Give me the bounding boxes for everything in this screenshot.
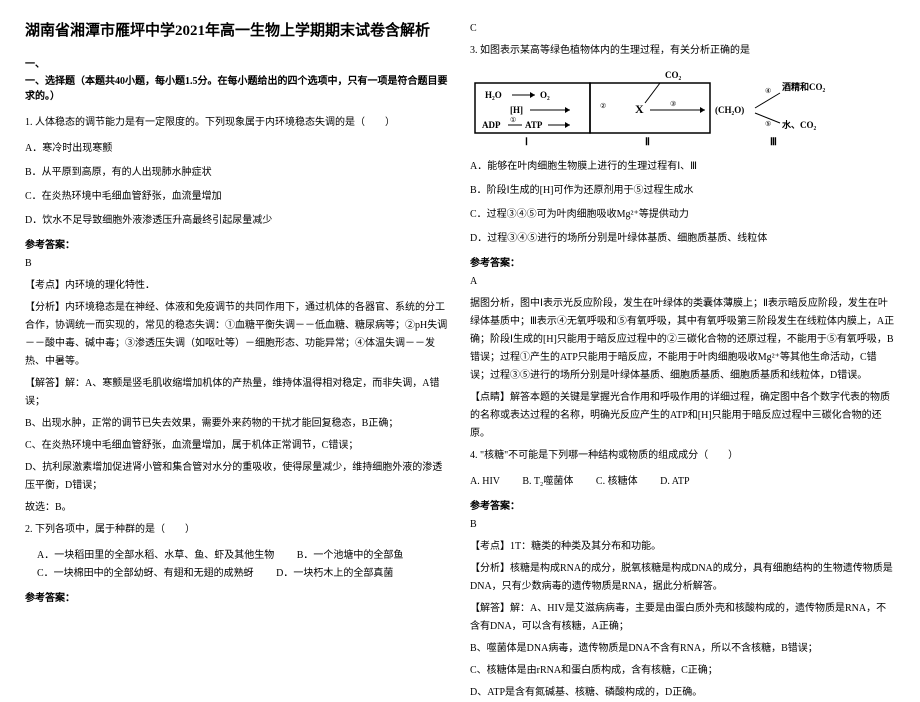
q4-stem: 4. "核糖"不可能是下列哪一种结构或物质的组成成分（ ） bbox=[470, 447, 895, 465]
q4-analysis-2: 【分析】核糖是构成RNA的成分，脱氧核糖是构成DNA的成分，具有细胞结构的生物遗… bbox=[470, 560, 895, 596]
q4-ref-label: 参考答案： bbox=[470, 497, 895, 512]
q4-option-a: A. HIV bbox=[470, 476, 500, 487]
q1-analysis-5: C、在炎热环境中毛细血管舒张，血流量增加，属于机体正常调节，C错误； bbox=[25, 437, 450, 455]
arrowhead-1 bbox=[530, 92, 535, 98]
q2-options-row2: C．一块棉田中的全部幼蚜、有翅和无翅的成熟蚜 D．一块朽木上的全部真菌 bbox=[37, 565, 450, 583]
q2-option-c: C．一块棉田中的全部幼蚜、有翅和无翅的成熟蚜 bbox=[37, 568, 254, 579]
q2-answer: C bbox=[470, 20, 895, 38]
q4-analysis-1: 【考点】1T：糖类的种类及其分布和功能。 bbox=[470, 538, 895, 556]
q1-option-b: B．从平原到高原，有的人出现肺水肿症状 bbox=[25, 164, 450, 182]
q1-analysis-4: B、出现水肿，正常的调节已失去效果，需要外来药物的干扰才能回复稳态，B正确； bbox=[25, 415, 450, 433]
q4-options: A. HIV B. T₂噬菌体 C. 核糖体 D. ATP bbox=[470, 473, 895, 491]
atp-text: ATP bbox=[525, 120, 543, 130]
q1-analysis-6: D、抗利尿激素增加促进肾小管和集合管对水分的重吸收，使得尿量减少，维持细胞外液的… bbox=[25, 459, 450, 495]
q4-analysis-6: D、ATP是含有氮碱基、核糖、磷酸构成的，D正确。 bbox=[470, 684, 895, 702]
water-co2-text: 水、CO₂ bbox=[782, 119, 817, 130]
q3-answer: A bbox=[470, 273, 895, 291]
q2-ref-label: 参考答案： bbox=[25, 589, 450, 604]
q3-option-c: C．过程③④⑤可为叶肉细胞吸收Mg²⁺等提供动力 bbox=[470, 206, 895, 224]
box-2 bbox=[590, 83, 710, 133]
circle-3: ③ bbox=[670, 100, 676, 108]
q1-ref-label: 参考答案： bbox=[25, 236, 450, 251]
q4-option-b: B. T₂噬菌体 bbox=[522, 476, 573, 487]
q3-analysis-2: 【点睛】解答本题的关键是掌握光合作用和呼吸作用的详细过程，确定图中各个数字代表的… bbox=[470, 389, 895, 443]
q3-ref-label: 参考答案： bbox=[470, 254, 895, 269]
q1-stem: 1. 人体稳态的调节能力是有一定限度的。下列现象属于内环境稳态失调的是（ ） bbox=[25, 114, 450, 132]
q1-option-a: A．寒冷时出现寒颤 bbox=[25, 140, 450, 158]
q4-analysis-5: C、核糖体是由rRNA和蛋白质构成，含有核糖，C正确； bbox=[470, 662, 895, 680]
q3-option-a: A．能够在叶肉细胞生物膜上进行的生理过程有Ⅰ、Ⅲ bbox=[470, 158, 895, 176]
q3-option-b: B．阶段Ⅰ生成的[H]可作为还原剂用于⑤过程生成水 bbox=[470, 182, 895, 200]
q4-option-c: C. 核糖体 bbox=[596, 476, 638, 487]
arrowhead-3 bbox=[565, 122, 570, 128]
label-III: Ⅲ bbox=[770, 137, 777, 148]
q1-analysis-7: 故选：B。 bbox=[25, 499, 450, 517]
right-column: C 3. 如图表示某高等绿色植物体内的生理过程，有关分析正确的是 H₂O O₂ … bbox=[460, 20, 905, 631]
q1-analysis-1: 【考点】内环境的理化特性． bbox=[25, 277, 450, 295]
q3-option-d: D．过程③④⑤进行的场所分别是叶绿体基质、细胞质基质、线粒体 bbox=[470, 230, 895, 248]
x-text: X bbox=[635, 102, 644, 116]
q4-answer: B bbox=[470, 516, 895, 534]
q4-analysis-4: B、噬菌体是DNA病毒，遗传物质是DNA不含有RNA，所以不含核糖，B错误； bbox=[470, 640, 895, 658]
circle-2: ② bbox=[600, 102, 606, 110]
arrowhead-4 bbox=[700, 107, 705, 113]
q1-option-d: D．饮水不足导致细胞外液渗透压升高最终引起尿量减少 bbox=[25, 212, 450, 230]
circle-5: ⑤ bbox=[765, 120, 771, 128]
co2-text: CO₂ bbox=[665, 70, 682, 80]
q2-option-a: A．一块稻田里的全部水稻、水草、鱼、虾及其他生物 bbox=[37, 550, 274, 561]
adp-atp-text: ADP bbox=[482, 120, 501, 130]
h2o-o2-text: H₂O bbox=[485, 90, 502, 100]
q3-diagram: H₂O O₂ [H] ADP ATP ① X CO₂ ② ③ (CH₂O) ④ … bbox=[470, 68, 850, 148]
q1-analysis-2: 【分析】内环境稳态是在神经、体液和免疫调节的共同作用下，通过机体的各器官、系统的… bbox=[25, 299, 450, 371]
arrow-co2-up bbox=[645, 83, 660, 103]
label-I: Ⅰ bbox=[525, 137, 528, 148]
circle-1: ① bbox=[510, 116, 516, 124]
q2-options-row1: A．一块稻田里的全部水稻、水草、鱼、虾及其他生物 B．一个池塘中的全部鱼 bbox=[37, 547, 450, 565]
q1-answer: B bbox=[25, 255, 450, 273]
o2-text: O₂ bbox=[540, 90, 550, 100]
ch2o-text: (CH₂O) bbox=[715, 105, 744, 115]
document-title: 湖南省湘潭市雁坪中学2021年高一生物上学期期末试卷含解析 bbox=[25, 20, 450, 43]
q2-stem: 2. 下列各项中，属于种群的是（ ） bbox=[25, 521, 450, 539]
h-text: [H] bbox=[510, 105, 523, 115]
alcohol-text: 酒精和CO₂ bbox=[782, 81, 826, 92]
q3-stem: 3. 如图表示某高等绿色植物体内的生理过程，有关分析正确的是 bbox=[470, 42, 895, 60]
q3-analysis-1: 据图分析，图中Ⅰ表示光反应阶段，发生在叶绿体的类囊体薄膜上；Ⅱ表示暗反应阶段，发… bbox=[470, 295, 895, 385]
arrow-4 bbox=[755, 93, 780, 108]
q1-analysis-3: 【解答】解：A、寒颤是竖毛肌收缩增加机体的产热量，维持体温得相对稳定，而非失调，… bbox=[25, 375, 450, 411]
left-column: 湖南省湘潭市雁坪中学2021年高一生物上学期期末试卷含解析 一、 一、选择题（本… bbox=[15, 20, 460, 631]
section-instructions: 一、选择题（本题共40小题，每小题1.5分。在每小题给出的四个选项中，只有一项是… bbox=[25, 74, 450, 104]
q4-analysis-3: 【解答】解：A、HIV是艾滋病病毒，主要是由蛋白质外壳和核酸构成的，遗传物质是R… bbox=[470, 600, 895, 636]
q1-option-c: C．在炎热环境中毛细血管舒张，血流量增加 bbox=[25, 188, 450, 206]
arrowhead-2 bbox=[565, 107, 570, 113]
section-number: 一、 bbox=[25, 55, 450, 70]
process-diagram-svg: H₂O O₂ [H] ADP ATP ① X CO₂ ② ③ (CH₂O) ④ … bbox=[470, 68, 850, 148]
q4-option-d: D. ATP bbox=[660, 476, 689, 487]
q2-option-b: B．一个池塘中的全部鱼 bbox=[297, 550, 404, 561]
q2-option-d: D．一块朽木上的全部真菌 bbox=[276, 568, 393, 579]
circle-4: ④ bbox=[765, 87, 771, 95]
label-II: Ⅱ bbox=[645, 137, 650, 148]
